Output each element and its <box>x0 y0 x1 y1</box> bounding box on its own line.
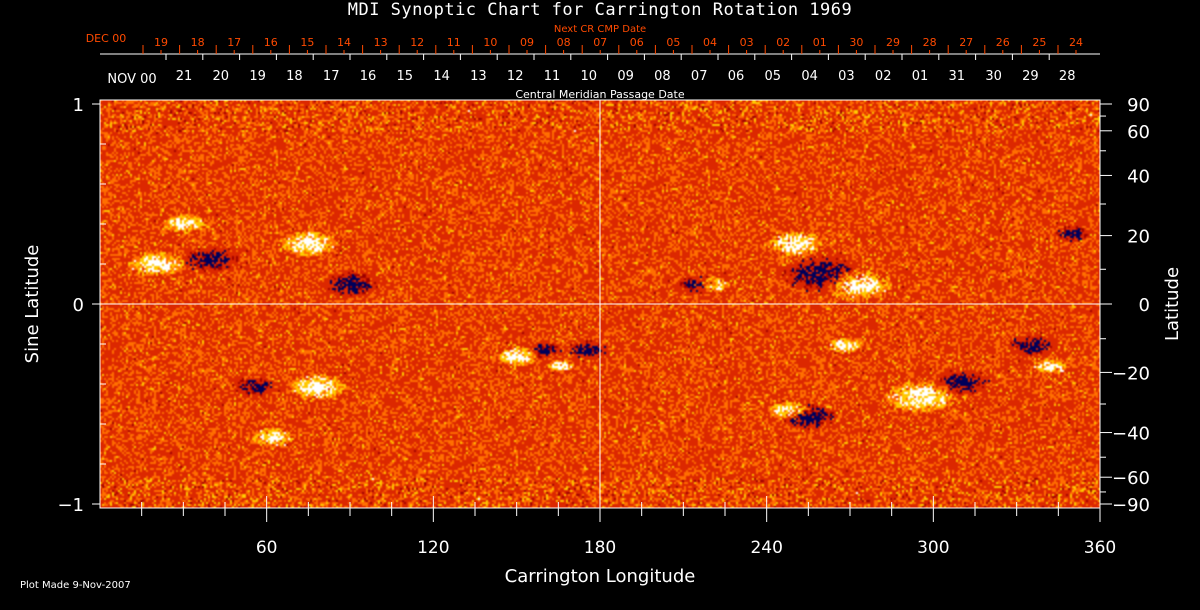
x-axis-label: Carrington Longitude <box>505 566 696 587</box>
y2-tick-label: −60 <box>1112 468 1150 489</box>
next-cr-date-label: 07 <box>593 36 607 49</box>
next-cr-date-label: 12 <box>410 36 424 49</box>
cmp-date-label: 17 <box>323 69 340 84</box>
cmp-date-label: 09 <box>617 69 634 84</box>
cmp-date-label: 02 <box>875 69 892 84</box>
cmp-date-label: 11 <box>544 69 561 84</box>
y-tick-label: −1 <box>57 495 84 516</box>
next-cr-date-label: 02 <box>776 36 790 49</box>
next-cr-date-label: 09 <box>520 36 534 49</box>
next-cr-date-label: 15 <box>300 36 314 49</box>
next-cr-date-label: 19 <box>154 36 168 49</box>
cmp-date-label: 31 <box>949 69 966 84</box>
x-tick-label: 360 <box>1084 538 1116 558</box>
cmp-date-label: 14 <box>433 69 450 84</box>
next-cr-date-label: 24 <box>1069 36 1083 49</box>
next-cr-date-label: 16 <box>264 36 278 49</box>
next-cr-axis-label: Next CR CMP Date <box>554 24 646 35</box>
y2-tick-label: 0 <box>1139 295 1150 316</box>
next-cr-date-label: 25 <box>1032 36 1046 49</box>
top-axis-label: Central Meridian Passage Date <box>515 88 684 101</box>
next-cr-date-label: 11 <box>447 36 461 49</box>
cmp-date-label: 03 <box>838 69 855 84</box>
next-cr-date-label: 06 <box>630 36 644 49</box>
next-cr-date-label: 18 <box>191 36 205 49</box>
y2-tick-label: 20 <box>1127 227 1150 248</box>
next-cr-date-label: 05 <box>666 36 680 49</box>
cmp-date-label: 12 <box>507 69 524 84</box>
cmp-date-label: 05 <box>765 69 782 84</box>
cmp-date-label: 30 <box>985 69 1002 84</box>
y-tick-label: 1 <box>73 95 84 116</box>
cmp-date-label: 13 <box>470 69 487 84</box>
x-tick-label: 180 <box>584 538 616 558</box>
next-cr-date-label: 04 <box>703 36 717 49</box>
plot-made-footer: Plot Made 9-Nov-2007 <box>20 580 131 591</box>
cmp-date-label: 16 <box>360 69 377 84</box>
y-tick-label: 0 <box>73 295 84 316</box>
y2-tick-label: −90 <box>1112 495 1150 516</box>
cmp-date-label: 07 <box>691 69 708 84</box>
cmp-date-label: 06 <box>728 69 745 84</box>
y2-tick-label: 60 <box>1127 122 1150 143</box>
next-cr-date-label: 13 <box>374 36 388 49</box>
y2-tick-label: 40 <box>1127 166 1150 187</box>
x-tick-label: 60 <box>256 538 278 558</box>
cmp-date-label: 01 <box>912 69 929 84</box>
next-cr-month-label: DEC 00 <box>86 32 127 45</box>
next-cr-date-label: 10 <box>483 36 497 49</box>
next-cr-date-label: 17 <box>227 36 241 49</box>
cmp-date-label: 10 <box>581 69 598 84</box>
cmp-date-label: 29 <box>1022 69 1039 84</box>
cmp-date-label: 15 <box>397 69 414 84</box>
x-tick-label: 300 <box>917 538 949 558</box>
cmp-month-label: NOV 00 <box>107 72 156 87</box>
y2-tick-label: −20 <box>1112 363 1150 384</box>
cmp-date-label: 21 <box>176 69 193 84</box>
cmp-date-label: 08 <box>654 69 671 84</box>
cmp-date-label: 19 <box>249 69 266 84</box>
cmp-date-label: 28 <box>1059 69 1076 84</box>
next-cr-date-label: 28 <box>923 36 937 49</box>
y2-tick-label: −40 <box>1112 424 1150 445</box>
y2-tick-label: 90 <box>1127 95 1150 116</box>
next-cr-date-label: 26 <box>996 36 1010 49</box>
y2-axis-label: Latitude <box>1162 267 1183 341</box>
next-cr-date-label: 27 <box>959 36 973 49</box>
y-axis-label: Sine Latitude <box>22 245 43 364</box>
x-tick-label: 120 <box>417 538 449 558</box>
cmp-date-label: 20 <box>213 69 230 84</box>
next-cr-date-label: 14 <box>337 36 351 49</box>
next-cr-date-label: 29 <box>886 36 900 49</box>
next-cr-date-label: 01 <box>813 36 827 49</box>
next-cr-date-label: 08 <box>557 36 571 49</box>
cmp-date-label: 04 <box>801 69 818 84</box>
chart-title: MDI Synoptic Chart for Carrington Rotati… <box>347 0 853 20</box>
cmp-date-label: 18 <box>286 69 303 84</box>
x-tick-label: 240 <box>750 538 782 558</box>
next-cr-date-label: 03 <box>740 36 754 49</box>
next-cr-date-label: 30 <box>849 36 863 49</box>
